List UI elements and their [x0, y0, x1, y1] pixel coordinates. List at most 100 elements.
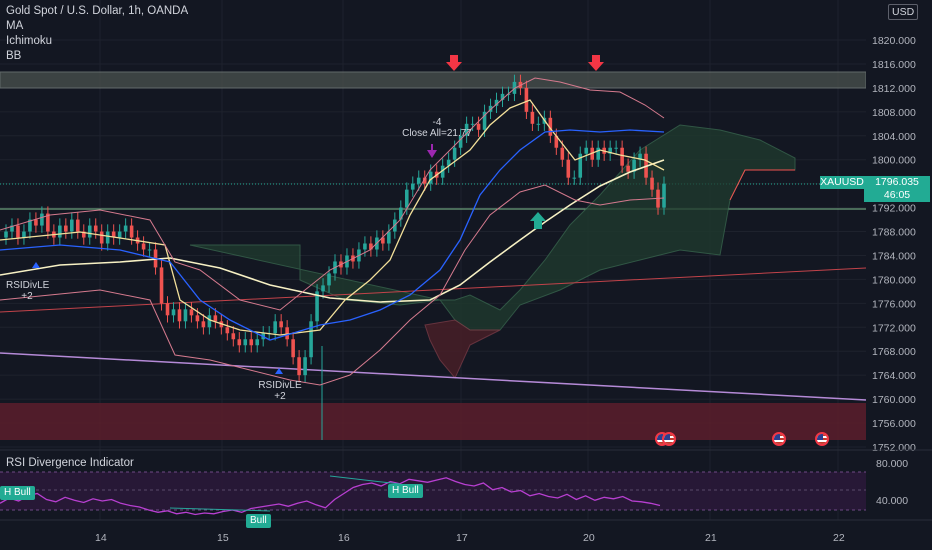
candle-body	[440, 165, 445, 178]
candle-body	[387, 231, 391, 244]
candle-body	[500, 93, 505, 100]
candle-body	[81, 231, 86, 238]
price-tick-label: 1768.000	[872, 346, 916, 358]
candle-body	[75, 219, 80, 232]
candle-body	[28, 219, 32, 232]
legend-item-ichimoku[interactable]: Ichimoku	[6, 35, 53, 47]
candle-body	[626, 165, 630, 172]
ma-slow-line	[0, 159, 665, 303]
candle-body	[488, 105, 493, 112]
time-tick-label: 14	[95, 532, 107, 544]
rsidiv-mid-name: RSIDivLE	[258, 380, 302, 391]
rsi-badge-hbull-left: H Bull	[0, 486, 35, 500]
candle-body	[285, 327, 289, 340]
candle-body	[428, 171, 433, 184]
down-arrow-icon	[588, 55, 604, 71]
candle-body	[315, 291, 319, 322]
legend-item-bb[interactable]: BB	[6, 50, 22, 62]
down-arrow-icon	[446, 55, 462, 71]
candle-body	[303, 357, 307, 376]
rsidiv-left-name: RSIDivLE	[6, 280, 50, 291]
candle-body	[22, 231, 26, 238]
candle-body	[476, 123, 481, 130]
candle-body	[536, 123, 541, 125]
rsi-badge-hbull-right: H Bull	[388, 484, 423, 498]
candle-body	[470, 123, 475, 125]
candle-body	[399, 207, 403, 220]
candle-body	[650, 177, 654, 190]
time-tick-label: 15	[217, 532, 229, 544]
ichimoku-kijun-line	[0, 129, 665, 341]
candle-body	[584, 147, 589, 154]
candle-body	[273, 321, 277, 334]
candle-body	[255, 339, 260, 346]
rsi-divergence-line	[329, 475, 401, 485]
ichimoku-cloud-bear	[424, 319, 501, 379]
trade-marker-icon	[427, 144, 437, 158]
candle-body	[16, 225, 20, 238]
candle-body	[638, 153, 642, 160]
price-tick-label: 1756.000	[872, 418, 916, 430]
time-tick-label: 16	[338, 532, 350, 544]
price-axis	[866, 0, 932, 520]
candle-body	[422, 177, 427, 184]
candle-body	[554, 135, 559, 148]
candle-body	[632, 159, 636, 172]
us-flag-icon[interactable]	[815, 432, 829, 446]
ma-fast-line	[0, 99, 665, 336]
candle-body	[530, 111, 535, 124]
candle-body	[141, 243, 146, 250]
rsi-band	[0, 472, 866, 510]
candle-body	[93, 225, 98, 232]
rsidiv-left-label: RSIDivLE +2	[6, 280, 50, 302]
rsidiv-mid-qty: +2	[274, 391, 286, 402]
currency-button[interactable]: USD	[888, 4, 919, 20]
candle-body	[279, 321, 283, 328]
candle-body	[578, 153, 583, 178]
ichimoku-span-b	[729, 169, 795, 201]
candle-body	[452, 147, 457, 160]
candle-body	[404, 189, 409, 208]
support-zone	[0, 403, 866, 440]
rsi-panel-title[interactable]: RSI Divergence Indicator	[6, 457, 134, 469]
time-tick-label: 20	[583, 532, 595, 544]
us-flag-icon[interactable]	[662, 432, 676, 446]
candle-body	[111, 231, 116, 238]
bollinger-lower	[0, 184, 665, 386]
us-flag-icon[interactable]	[772, 432, 786, 446]
candle-body	[464, 123, 469, 136]
candle-body	[46, 213, 50, 232]
time-axis	[0, 521, 932, 550]
candle-body	[596, 147, 600, 160]
price-tick-label: 1808.000	[872, 107, 916, 119]
candle-body	[662, 183, 666, 208]
legend-item-ma[interactable]: MA	[6, 20, 24, 32]
candle-body	[4, 231, 8, 238]
price-tick-label: 1816.000	[872, 59, 916, 71]
up-arrow-icon	[530, 212, 546, 229]
candle-body	[40, 213, 44, 226]
price-tick-label: 1776.000	[872, 298, 916, 310]
trend-line-red	[0, 267, 867, 313]
candle-body	[309, 321, 313, 358]
symbol-title[interactable]: Gold Spot / U.S. Dollar, 1h, OANDA	[6, 5, 189, 17]
rsi-level-label: 40.000	[876, 495, 908, 507]
price-tick-label: 1820.000	[872, 35, 916, 47]
candle-body	[10, 225, 14, 232]
last-price-label[interactable]: 1796.035 46:05	[864, 176, 930, 202]
candle-body	[207, 315, 212, 328]
price-tick-label: 1780.000	[872, 274, 916, 286]
candle-body	[381, 237, 385, 244]
candle-body	[321, 285, 325, 292]
rsi-level-label: 80.000	[876, 458, 908, 470]
rsi-badge-bull: Bull	[246, 514, 271, 528]
bollinger-upper	[0, 77, 665, 311]
price-tick-label: 1760.000	[872, 394, 916, 406]
trade-label: -4 Close All=21.77	[395, 117, 479, 139]
chart-legend: Gold Spot / U.S. Dollar, 1h, OANDA MA Ic…	[6, 4, 188, 64]
candle-body	[297, 357, 301, 376]
candle-body	[369, 243, 373, 250]
ticker-label[interactable]: XAUUSD	[820, 176, 864, 189]
candle-body	[620, 147, 624, 166]
